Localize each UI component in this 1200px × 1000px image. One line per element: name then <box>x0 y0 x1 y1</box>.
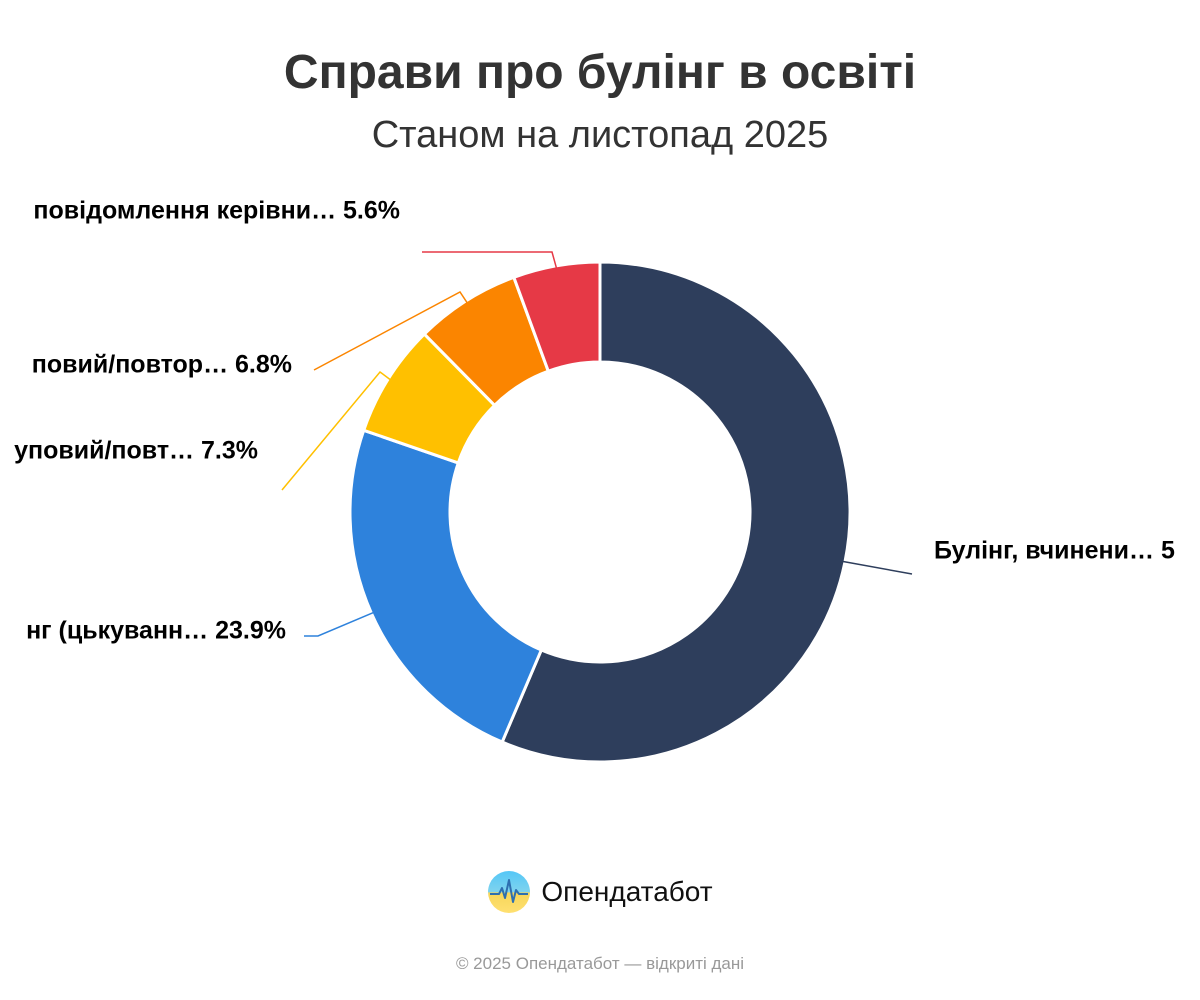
slice-label-5: повідомлення керівни… 5.6% <box>33 197 400 225</box>
brand: Опендатабот <box>0 870 1200 914</box>
slice-label-2: нг (цькуванн… 23.9% <box>26 617 286 645</box>
slice-label-4: повий/повтор… 6.8% <box>32 351 292 379</box>
connector-line-1 <box>840 560 913 575</box>
donut-slice-5 <box>512 260 602 373</box>
connector-line-4 <box>313 291 469 371</box>
connector-line-5 <box>422 251 558 270</box>
opendatabot-logo-icon <box>488 871 531 913</box>
slice-label-1: Булінг, вчинени… 5 <box>934 537 1175 565</box>
connector-line-3 <box>281 370 393 491</box>
connector-line-2 <box>304 611 376 637</box>
donut-slice-2 <box>348 428 543 744</box>
chart-subtitle: Станом на листопад 2025 <box>371 114 829 156</box>
chart-title: Справи про булінг в освіті <box>283 46 917 99</box>
copyright: © 2025 Опендатабот — відкриті дані <box>455 954 745 973</box>
slice-label-3: уповий/повт… 7.3% <box>14 437 258 465</box>
brand-name: Опендатабот <box>541 876 713 907</box>
donut-slice-1 <box>500 260 852 764</box>
